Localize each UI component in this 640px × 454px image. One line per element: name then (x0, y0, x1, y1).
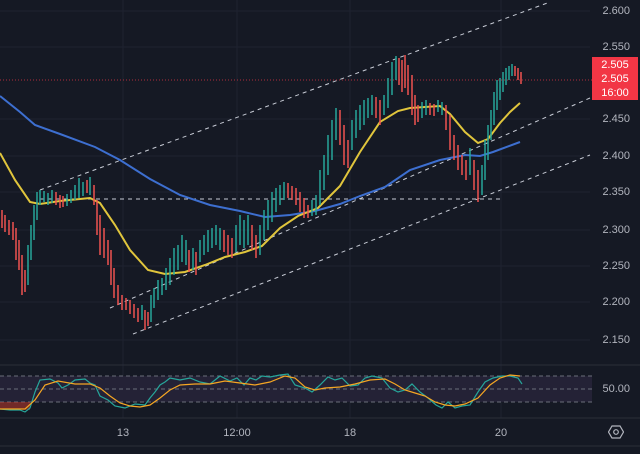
rsi-signal-line (0, 374, 521, 410)
price-grid (0, 10, 590, 341)
price-tick-2200: 2.200 (602, 296, 630, 308)
time-tick-1200: 12:00 (223, 427, 251, 439)
price-tick-2450: 2.450 (602, 113, 630, 125)
candles (1, 55, 522, 330)
last-price-tag: 2.505 2.505 16:00 (592, 57, 638, 100)
chart-settings-button[interactable] (608, 424, 624, 440)
price-tick-2150: 2.150 (602, 334, 630, 346)
parallel-channel[interactable] (39, 1, 591, 335)
countdown-price: 2.505 (601, 73, 629, 85)
time-tick-20: 20 (494, 427, 508, 439)
price-tick-2600: 2.600 (602, 5, 630, 17)
rsi-line (0, 373, 523, 413)
price-tick-2550: 2.550 (602, 41, 630, 53)
price-tick-2250: 2.250 (602, 260, 630, 272)
gear-hexagon-icon (608, 425, 624, 439)
slow-ma-line (0, 95, 521, 219)
price-tick-2300: 2.300 (602, 224, 630, 236)
last-price-value: 2.505 (601, 59, 629, 71)
rsi-oversold-fill (0, 402, 30, 410)
price-tick-2350: 2.350 (602, 186, 630, 198)
price-tick-2400: 2.400 (602, 150, 630, 162)
bar-countdown-time: 16:00 (601, 87, 629, 99)
rsi-level-label: 50.00 (602, 383, 630, 395)
time-tick-18: 18 (343, 427, 357, 439)
rsi-levels (0, 375, 592, 403)
time-grid (122, 0, 502, 418)
time-tick-13: 13 (116, 427, 130, 439)
